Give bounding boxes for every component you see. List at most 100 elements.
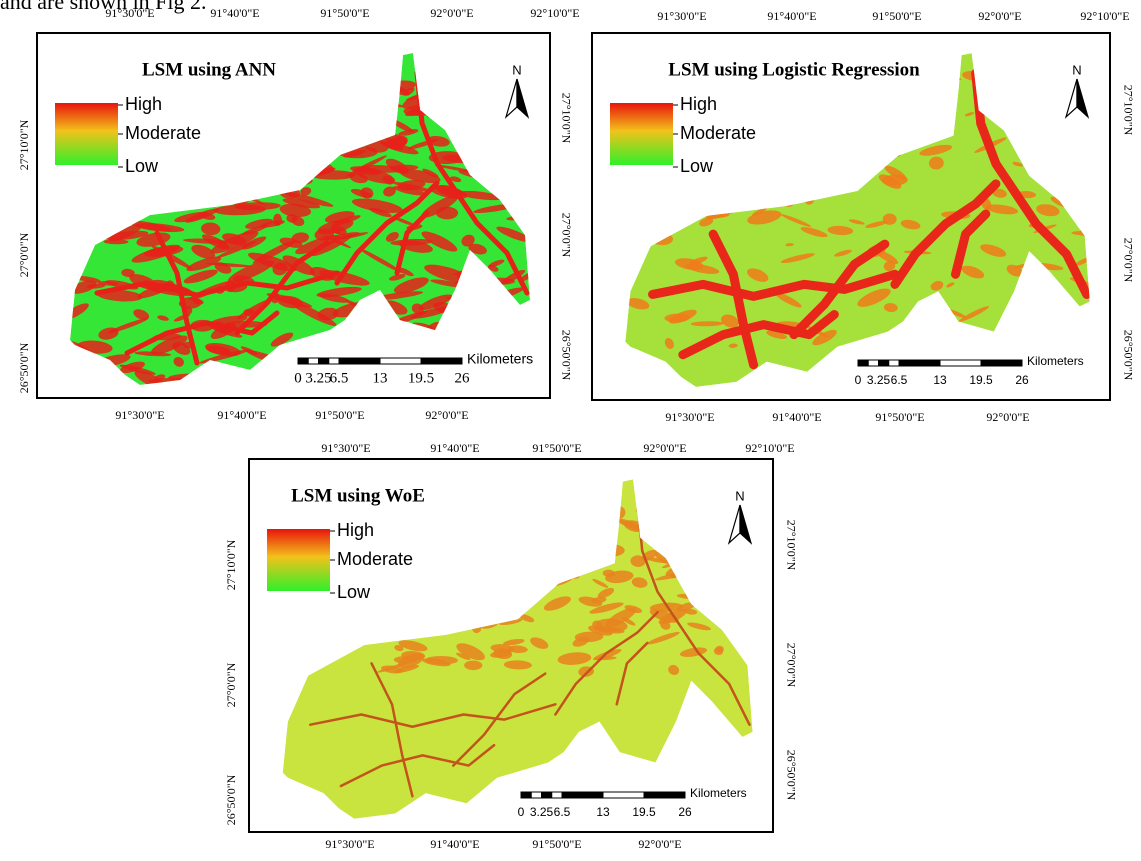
scale-label: 19.5	[969, 373, 993, 387]
legend-ramp	[55, 103, 118, 165]
legend-ramp	[267, 529, 330, 591]
scale-segment	[879, 360, 889, 366]
longitude-label: 92°0'0"E	[638, 837, 681, 851]
scale-label: 26	[678, 805, 692, 819]
scale-segment	[421, 358, 462, 364]
longitude-label: 91°50'0"E	[320, 6, 369, 20]
map-title: LSM using WoE	[291, 485, 425, 506]
legend-label: Moderate	[680, 123, 756, 143]
latitude-label: 27°10'0"N	[224, 539, 238, 590]
longitude-label: 91°40'0"E	[772, 410, 821, 424]
legend-label: High	[125, 94, 162, 114]
longitude-label: 91°40'0"E	[217, 408, 266, 422]
scale-label: 6.5	[330, 370, 349, 386]
latitude-label: 27°10'0"N	[1121, 85, 1135, 136]
legend-label: Moderate	[337, 549, 413, 569]
latitude-label: 27°0'0"N	[1121, 238, 1135, 283]
map-panel: LSM using WoEHighModerateLowNKilometers0…	[224, 441, 799, 851]
scale-segment	[889, 360, 899, 366]
scale-label: 0	[294, 370, 302, 386]
figure: and are shown in Fig 2. LSM using ANN Hig…	[0, 0, 1141, 861]
north-label: N	[1072, 62, 1081, 77]
scale-label: 3.25	[867, 373, 891, 387]
latitude-label: 26°50'0"N	[17, 342, 31, 393]
longitude-label: 92°0'0"E	[978, 9, 1021, 23]
longitude-label: 92°10'0"E	[530, 6, 579, 20]
latitude-label: 27°0'0"N	[784, 643, 798, 688]
scale-unit: Kilometers	[467, 351, 533, 367]
scale-segment	[868, 360, 878, 366]
scale-segment	[521, 792, 531, 798]
longitude-label: 92°0'0"E	[425, 408, 468, 422]
scale-unit: Kilometers	[1027, 354, 1084, 368]
legend-label: Moderate	[125, 123, 201, 143]
legend-label: Low	[337, 582, 371, 602]
north-label: N	[512, 62, 521, 77]
longitude-label: 91°50'0"E	[315, 408, 364, 422]
latitude-label: 26°50'0"N	[224, 774, 238, 825]
longitude-label: 91°50'0"E	[875, 410, 924, 424]
longitude-label: 92°10'0"E	[1080, 9, 1129, 23]
longitude-label: 91°40'0"E	[430, 441, 479, 455]
scale-label: 3.25	[305, 370, 331, 386]
scale-label: 0	[855, 373, 862, 387]
scale-label: 13	[373, 370, 388, 386]
longitude-label: 91°40'0"E	[767, 9, 816, 23]
scale-segment	[542, 792, 552, 798]
longitude-label: 91°30'0"E	[657, 9, 706, 23]
scale-segment	[858, 360, 868, 366]
scale-segment	[644, 792, 685, 798]
latitude-label: 27°10'0"N	[559, 93, 573, 144]
scale-segment	[981, 360, 1022, 366]
legend-label: Low	[125, 156, 159, 176]
scale-segment	[339, 358, 380, 364]
scale-label: 26	[1015, 373, 1029, 387]
scale-label: 0	[518, 805, 525, 819]
scale-label: 6.5	[891, 373, 908, 387]
scale-segment	[531, 792, 541, 798]
scale-label: 13	[596, 805, 610, 819]
latitude-label: 27°10'0"N	[17, 119, 31, 170]
longitude-label: 92°10'0"E	[745, 441, 794, 455]
longitude-label: 91°30'0"E	[115, 408, 164, 422]
legend-ramp	[610, 103, 673, 165]
legend-label: Low	[680, 156, 714, 176]
legend-label: High	[337, 520, 374, 540]
longitude-label: 92°0'0"E	[986, 410, 1029, 424]
legend-label: High	[680, 94, 717, 114]
map-panel: LSM using Logistic Regression High Moderat…	[592, 9, 1135, 424]
latitude-label: 26°50'0"N	[784, 750, 798, 801]
latitude-label: 26°50'0"N	[559, 330, 573, 381]
longitude-label: 91°50'0"E	[872, 9, 921, 23]
latitude-label: 26°50'0"N	[1121, 330, 1135, 381]
scale-segment	[552, 792, 562, 798]
longitude-label: 91°30'0"E	[105, 6, 154, 20]
scale-label: 19.5	[632, 805, 656, 819]
latitude-label: 27°0'0"N	[17, 232, 31, 277]
scale-segment	[940, 360, 981, 366]
longitude-label: 91°50'0"E	[532, 441, 581, 455]
scale-segment	[380, 358, 421, 364]
map-title: LSM using ANN	[142, 59, 276, 80]
scale-segment	[603, 792, 644, 798]
scale-label: 6.5	[554, 805, 571, 819]
map-title: LSM using Logistic Regression	[668, 59, 920, 80]
latitude-label: 27°0'0"N	[559, 213, 573, 258]
scale-segment	[899, 360, 940, 366]
longitude-label: 92°0'0"E	[430, 6, 473, 20]
north-label: N	[735, 488, 744, 503]
longitude-label: 91°40'0"E	[210, 6, 259, 20]
scale-segment	[329, 358, 339, 364]
scale-label: 3.25	[530, 805, 554, 819]
scale-segment	[562, 792, 603, 798]
caption-fragment: and are shown in Fig 2.	[0, 0, 207, 14]
scale-label: 19.5	[408, 370, 434, 386]
latitude-label: 27°0'0"N	[224, 662, 238, 707]
scale-segment	[319, 358, 329, 364]
longitude-label: 91°30'0"E	[325, 837, 374, 851]
page: and are shown in Fig 2. LSM using ANN Hig…	[0, 0, 1141, 861]
map-panel: LSM using ANN High Moderate Low N Kilometers 0…	[17, 6, 580, 422]
longitude-label: 91°50'0"E	[532, 837, 581, 851]
scale-label: 26	[455, 370, 471, 386]
longitude-label: 91°40'0"E	[430, 837, 479, 851]
